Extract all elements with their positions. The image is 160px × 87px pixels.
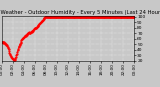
Title: Milwaukee Weather - Outdoor Humidity - Every 5 Minutes (Last 24 Hours): Milwaukee Weather - Outdoor Humidity - E… [0,10,160,15]
